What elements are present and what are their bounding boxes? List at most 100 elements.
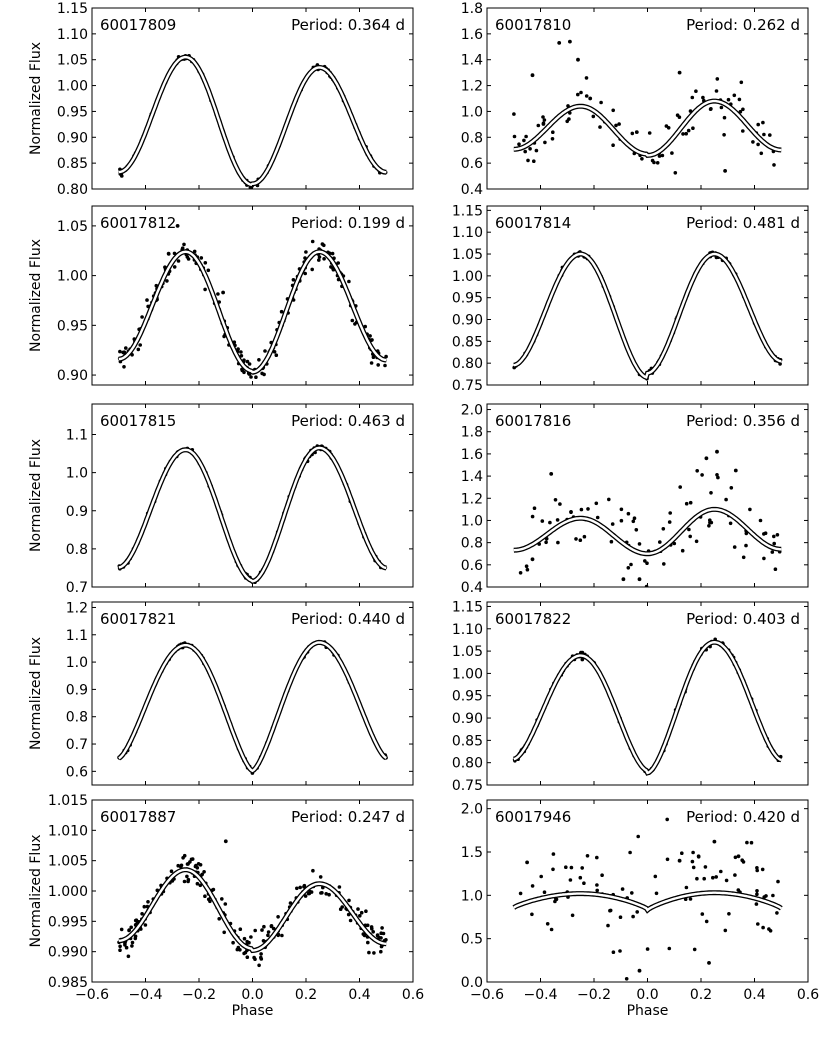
data-point [133, 936, 138, 941]
y-tick-label: 1.5 [461, 845, 483, 861]
data-point [585, 854, 590, 858]
data-point [664, 124, 669, 128]
data-point [370, 338, 374, 342]
data-point [580, 657, 585, 662]
y-tick-label: 1.00 [57, 79, 88, 95]
data-point [186, 862, 190, 866]
y-tick-label: 1.0 [66, 655, 88, 671]
data-point [688, 534, 692, 539]
data-point [624, 977, 629, 981]
panel-period-label: Period: 0.247 d [291, 808, 405, 826]
data-point-outlier [568, 39, 572, 44]
data-point [619, 518, 624, 523]
y-tick-label: 0.90 [57, 368, 88, 384]
data-point [198, 883, 203, 888]
data-point [242, 358, 246, 363]
x-tick-label: 0.0 [241, 987, 263, 1003]
data-point [584, 94, 589, 98]
x-axis-label: Phase [232, 1003, 274, 1019]
data-point [356, 907, 360, 911]
data-point [348, 918, 353, 923]
y-axis-label: Normalized Flux [28, 42, 44, 155]
data-point [133, 918, 138, 923]
panel-id-label: 60017887 [100, 808, 176, 826]
data-point [704, 919, 709, 924]
panel-plot-area [512, 250, 783, 381]
panel-60017815: 0.7 0.8 0.9 1.0 1.1 60017815 Period: 0.463 d No… [28, 403, 414, 596]
data-point [729, 486, 734, 490]
data-point [303, 271, 308, 276]
data-point [247, 940, 251, 945]
y-tick-label: 0.75 [452, 378, 483, 394]
data-point [700, 473, 704, 477]
data-point [694, 89, 698, 93]
data-point [606, 923, 610, 928]
panel-plot-area [512, 39, 782, 175]
data-point [570, 913, 575, 918]
model-line [118, 250, 387, 374]
data-point [540, 519, 545, 523]
y-tick-label: 1.00 [452, 269, 483, 285]
data-point [544, 540, 548, 545]
panel-frame [486, 601, 809, 786]
data-point [761, 925, 765, 930]
data-point [266, 930, 271, 934]
y-tick-label: 1.05 [57, 53, 88, 69]
data-point [702, 876, 706, 881]
data-point [551, 867, 555, 872]
panel-id-label: 60017810 [495, 16, 571, 34]
data-point [756, 122, 760, 127]
data-point [609, 539, 614, 544]
data-point [771, 893, 775, 898]
data-point [512, 112, 516, 116]
data-point [182, 853, 187, 858]
y-tick-label: 1.15 [452, 203, 483, 219]
y-tick-label: 0.75 [452, 778, 483, 794]
data-point [614, 123, 618, 128]
panel-id-label: 60017946 [495, 808, 571, 826]
data-point [636, 834, 640, 839]
data-point [262, 924, 266, 929]
data-point [304, 250, 308, 254]
data-point [760, 867, 765, 872]
data-point [245, 955, 250, 959]
data-point [650, 588, 654, 592]
panel-id-label: 60017821 [100, 610, 176, 628]
data-point [673, 171, 678, 175]
data-point [118, 349, 122, 354]
y-tick-label: 0.95 [57, 318, 88, 334]
y-tick-label: 0.0 [461, 975, 483, 991]
data-point [766, 588, 770, 592]
panel-period-label: Period: 0.262 d [686, 16, 800, 34]
data-point [376, 363, 381, 367]
panel-60017821: 0.6 0.7 0.8 0.9 1.0 1.1 1.2 60017821 Period: 0.4… [28, 600, 414, 786]
panel-id-label: 60017809 [100, 16, 176, 34]
y-tick-label: 0.8 [461, 536, 483, 552]
data-point [744, 543, 748, 548]
data-point [254, 375, 258, 380]
panel-60017814: 0.75 0.80 0.85 0.90 0.95 1.00 1.05 1.10 1.15 6001… [452, 203, 809, 394]
data-point [595, 888, 599, 893]
data-point [595, 883, 599, 887]
data-point-outlier [634, 130, 639, 135]
model-line-outline [513, 251, 782, 381]
data-point [737, 97, 742, 102]
data-point [176, 259, 181, 263]
data-point [182, 879, 187, 884]
data-point [668, 511, 672, 515]
data-point [776, 879, 780, 884]
data-point [661, 527, 666, 531]
data-point [274, 353, 279, 358]
data-point [728, 521, 733, 526]
data-point [367, 950, 371, 955]
data-point [631, 519, 636, 524]
y-tick-label: 0.95 [57, 104, 88, 120]
y-tick-label: 1.005 [48, 854, 88, 870]
data-point [169, 869, 174, 873]
y-tick-label: 1.1 [66, 628, 88, 644]
data-point [626, 566, 631, 570]
data-point [249, 375, 253, 379]
data-point [129, 925, 133, 930]
data-point [723, 928, 728, 933]
data-point [637, 542, 642, 546]
